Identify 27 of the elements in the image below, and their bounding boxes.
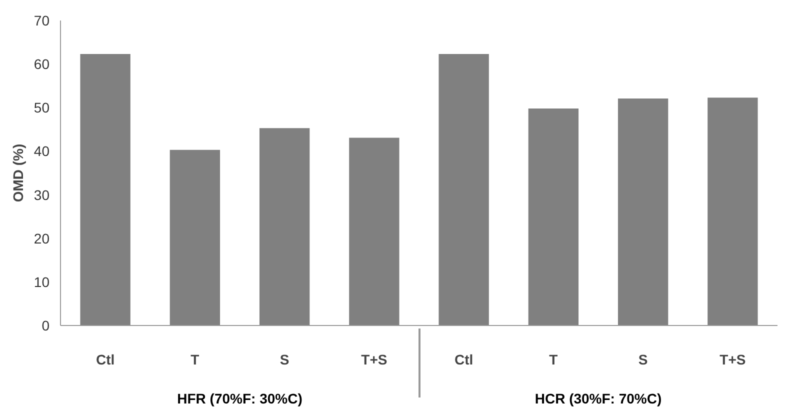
text: HFR (70%F: 30%C) [177, 390, 302, 406]
x-tick-label: T [190, 352, 200, 368]
bar [438, 54, 489, 326]
y-tick-label: 20 [34, 230, 50, 246]
x-tick-label: Ctl [454, 352, 474, 368]
x-tick-label: T [549, 352, 558, 368]
y-tick-label: 70 [34, 12, 50, 28]
y-tick-label: 50 [34, 100, 50, 116]
bar [259, 128, 310, 326]
y-tick-label: 40 [34, 143, 50, 160]
bar [708, 98, 758, 326]
y-tick-label: 10 [34, 274, 50, 290]
text: HCR (30%F: 70%C) [534, 390, 662, 406]
x-tick-label: T+S [361, 352, 388, 368]
y-axis-title: OMD (%) [10, 144, 26, 202]
bar [618, 98, 668, 326]
y-tick-label: 0 [42, 318, 50, 334]
x-tick-label: S [638, 352, 648, 368]
y-tick-label: 30 [34, 186, 50, 203]
x-tick-label: T+S [720, 352, 746, 368]
x-tick-label: S [280, 352, 290, 368]
bar [528, 108, 579, 326]
bar [170, 150, 220, 326]
bar [80, 54, 130, 326]
x-tick-label: Ctl [96, 352, 115, 368]
bar [349, 138, 400, 326]
y-tick-label: 60 [34, 56, 50, 72]
